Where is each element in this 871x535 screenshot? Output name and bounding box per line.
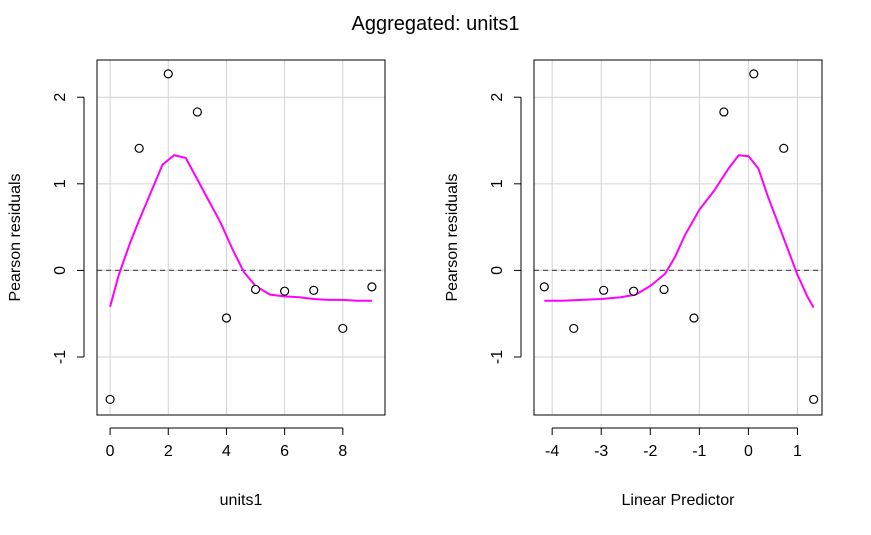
plot-frame	[96, 59, 386, 416]
residual-point	[309, 285, 319, 295]
left-residual-panel: 0 2 4 6 8 -1 0 1 2 units1 Pearson residuals	[7, 59, 386, 509]
residual-point	[599, 285, 609, 295]
y-tick-label: -1	[52, 350, 69, 364]
x-tick-label: 0	[744, 443, 753, 460]
residual-point	[749, 69, 759, 79]
x-tick-label: 8	[338, 443, 347, 460]
residual-point	[779, 143, 789, 153]
x-tick-label: 6	[280, 443, 289, 460]
right-residual-panel: -4 -3 -2 -1 0 1 -1 0 1 2 Linear Predictor Pearson r…	[444, 59, 823, 509]
residual-point	[134, 143, 144, 153]
residual-point	[367, 282, 377, 292]
residual-point	[280, 286, 290, 296]
residual-point	[809, 394, 819, 405]
residual-point	[628, 286, 639, 296]
x-tick-label: -4	[545, 443, 559, 460]
y-tick-label: 2	[52, 93, 69, 102]
residual-point	[163, 69, 173, 79]
residual-point	[719, 107, 729, 117]
y-tick-label: 1	[489, 179, 506, 188]
residual-point	[539, 282, 549, 292]
residual-point	[689, 313, 699, 323]
residual-point	[569, 323, 579, 334]
y-axis-label: Pearson residuals	[444, 173, 461, 301]
x-axis-label: units1	[220, 492, 263, 509]
x-tick-label: 0	[106, 443, 115, 460]
residual-point	[105, 394, 115, 405]
x-axis-label: Linear Predictor	[622, 492, 736, 509]
residual-point	[338, 323, 348, 334]
residual-point	[250, 284, 261, 295]
smooth-curve	[109, 154, 372, 308]
y-tick-label: 2	[489, 93, 506, 102]
x-tick-label: 1	[793, 443, 802, 460]
x-tick-label: -2	[643, 443, 657, 460]
smooth-curve	[544, 154, 815, 309]
residual-point	[221, 313, 232, 323]
figure-title: Aggregated: units1	[352, 13, 520, 35]
x-tick-label: -1	[692, 443, 706, 460]
y-tick-label: -1	[489, 350, 506, 364]
plot-frame	[533, 59, 823, 416]
x-tick-label: -3	[594, 443, 608, 460]
y-tick-label: 0	[52, 266, 69, 275]
residual-point	[659, 284, 669, 295]
y-tick-label: 1	[52, 179, 69, 188]
x-tick-label: 2	[164, 443, 173, 460]
x-tick-label: 4	[222, 443, 231, 460]
y-axis-label: Pearson residuals	[7, 173, 24, 301]
residual-point	[192, 107, 202, 117]
y-tick-label: 0	[489, 266, 506, 275]
